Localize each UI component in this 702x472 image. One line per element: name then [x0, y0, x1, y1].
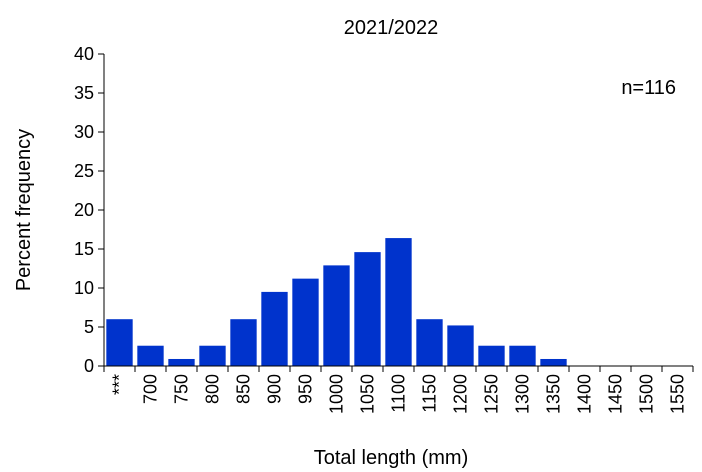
- y-tick-label: 5: [84, 317, 94, 337]
- x-tick-label: 1100: [389, 374, 409, 413]
- x-tick-label: 750: [172, 374, 192, 404]
- bar-850: [230, 319, 257, 366]
- x-tick-label: 1350: [544, 374, 564, 414]
- x-tick-label: 1000: [327, 374, 347, 414]
- bar-1000: [323, 265, 350, 366]
- bar-1150: [416, 319, 443, 366]
- bar-1200: [447, 325, 474, 366]
- x-tick-label: 1150: [420, 374, 440, 413]
- x-tick-label: 950: [296, 374, 316, 404]
- bar-800: [199, 345, 226, 366]
- x-tick-label: 1200: [451, 374, 471, 414]
- x-tick-label: 1550: [668, 374, 688, 414]
- x-tick-label: 1250: [482, 374, 502, 414]
- y-tick-label: 10: [74, 278, 94, 298]
- x-tick-label: 1050: [358, 374, 378, 414]
- y-tick-label: 25: [74, 161, 94, 181]
- x-tick-label: ***: [110, 374, 130, 395]
- bar-starstarstar: [106, 319, 133, 366]
- bar-1250: [478, 345, 505, 366]
- bar-950: [292, 278, 319, 366]
- bar-900: [261, 291, 288, 366]
- bars-group: [106, 238, 567, 366]
- bar-1300: [509, 345, 536, 366]
- x-tick-label: 800: [203, 374, 223, 404]
- y-tick-label: 40: [74, 44, 94, 64]
- y-tick-label: 0: [84, 356, 94, 376]
- x-tick-label: 850: [234, 374, 254, 404]
- x-axis-label: Total length (mm): [314, 447, 469, 469]
- chart-title: 2021/2022: [344, 17, 439, 39]
- x-tick-label: 1450: [606, 374, 626, 414]
- bar-1350: [540, 358, 567, 366]
- y-tick-label: 35: [74, 83, 94, 103]
- x-axis-ticks: *** 700 750 800 850 900 950 1000 1050 1100 1150 120…: [103, 366, 694, 414]
- bar-1050: [354, 252, 381, 366]
- x-tick-label: 1500: [637, 374, 657, 414]
- bar-1100: [385, 238, 412, 366]
- y-axis-ticks: 0 5 10 15 20 25 30 35 40: [74, 44, 104, 376]
- y-tick-label: 30: [74, 122, 94, 142]
- x-tick-label: 1300: [513, 374, 533, 414]
- y-axis-label: Percent frequency: [13, 129, 35, 291]
- y-tick-label: 20: [74, 200, 94, 220]
- y-tick-label: 15: [74, 239, 94, 259]
- sample-size-annotation: n=116: [621, 77, 676, 99]
- bar-700: [137, 345, 164, 366]
- x-tick-label: 1400: [575, 374, 595, 414]
- x-tick-label: 700: [141, 374, 161, 404]
- bar-750: [168, 358, 195, 366]
- x-tick-label: 900: [265, 374, 285, 404]
